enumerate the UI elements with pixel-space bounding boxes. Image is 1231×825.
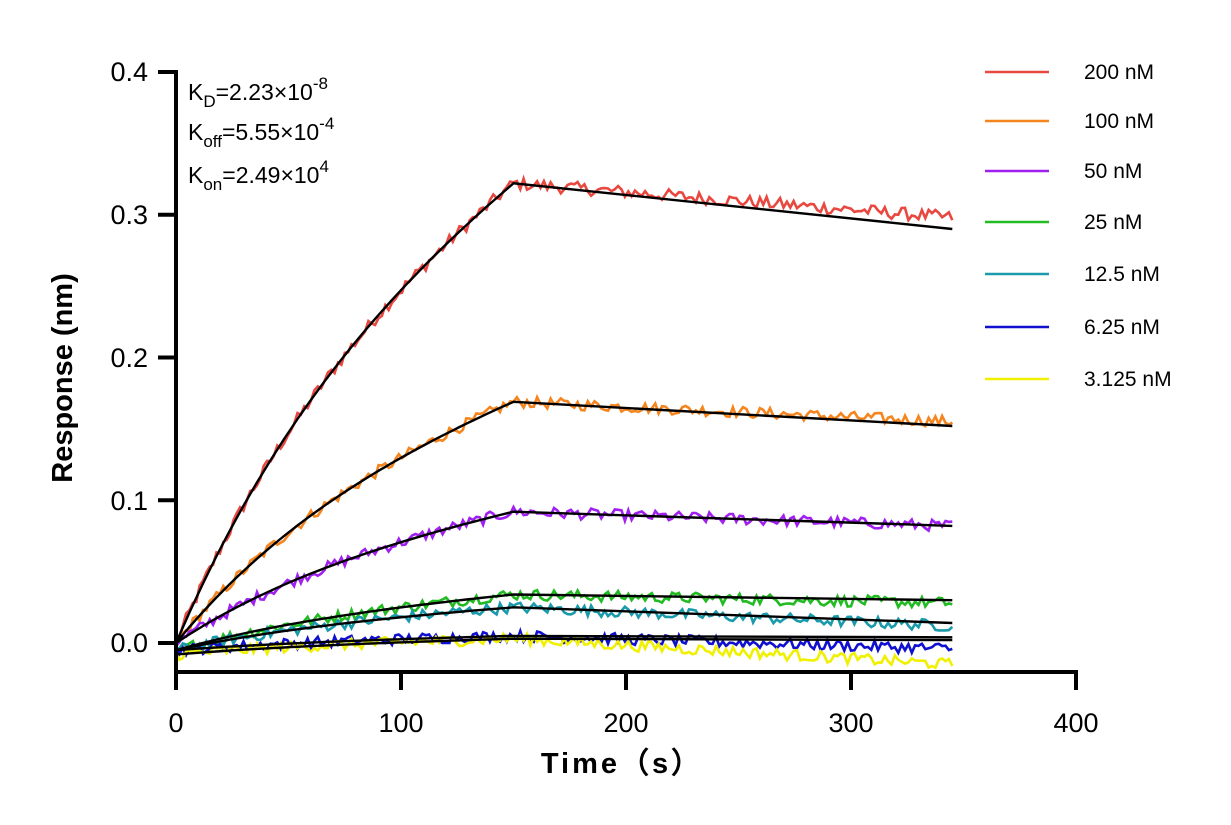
x-tick-label-0: 0 [168,708,183,738]
kd-main: K [188,79,204,105]
x-tick-label-200: 200 [603,708,648,738]
fit-layer [174,182,953,656]
y-tick-label-1: 0.1 [110,486,148,516]
x-tick-label-400: 400 [1053,708,1098,738]
koff-main: K [188,119,204,145]
legend-label-3-125nm: 3.125 nM [1084,368,1172,391]
fit-line-200-nM [174,182,953,644]
kd-sub: D [203,92,215,111]
y-tick-label-2: 0.2 [110,343,148,373]
x-tick-label-100: 100 [378,708,423,738]
kon-exp: 4 [319,157,328,176]
y-tick-label-4: 0.4 [110,57,148,87]
legend-label-200nm: 200 nM [1084,61,1154,84]
tick-layer [158,70,1078,690]
koff-value: =5.55×10 [222,119,319,145]
kd-value: =2.23×10 [216,79,313,105]
y-axis-title: Response (nm) [47,273,79,482]
series-line-200-nM [175,174,954,642]
koff-annotation: Koff=5.55×10-4 [188,114,334,151]
x-axis-title: Time（s） [541,747,703,780]
kon-value: =2.49×10 [222,162,319,188]
fit-line-50-nM [175,510,953,645]
legend-label-12-5nm: 12.5 nM [1084,263,1160,286]
kon-sub: on [203,175,222,194]
y-tick-label-3: 0.3 [110,200,148,230]
y-tick-label-0: 0.0 [110,628,148,658]
legend-label-6-25nm: 6.25 nM [1084,316,1160,339]
koff-sub: off [203,132,222,151]
fit-line-100-nM [175,400,953,644]
kd-annotation: KD=2.23×10-8 [188,74,328,111]
fit-line-3-125-nM [175,637,953,656]
fit-line-25-nM [175,593,953,652]
koff-exp: -4 [319,114,334,133]
kon-main: K [188,162,204,188]
legend-label-100nm: 100 nM [1084,110,1154,133]
legend-label-50nm: 50 nM [1084,160,1142,183]
kon-annotation: Kon=2.49×104 [188,157,329,194]
legend-label-25nm: 25 nM [1084,211,1142,234]
kd-exp: -8 [313,74,328,93]
legend: 200 nM 100 nM 50 nM 25 nM 12.5 nM 6.25 n… [985,61,1172,391]
fit-line-6-25-nM [175,634,953,652]
fit-line-12-5-nM [175,606,953,652]
x-tick-label-300: 300 [828,708,873,738]
